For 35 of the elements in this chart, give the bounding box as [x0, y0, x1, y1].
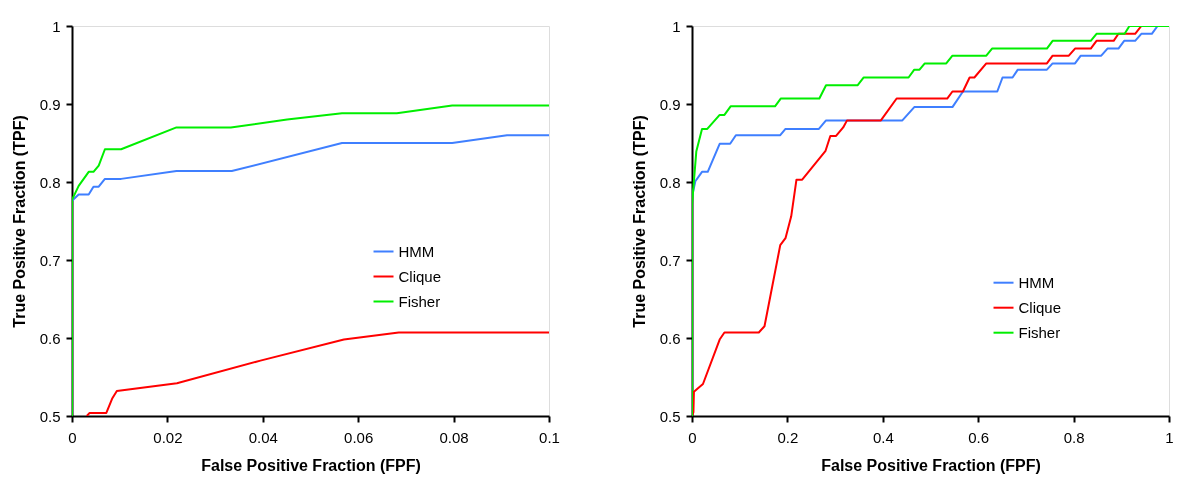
x-tick-label: 1	[1165, 428, 1174, 446]
x-tick-label: 0.06	[344, 428, 374, 446]
y-tick-label: 1	[52, 17, 61, 35]
y-tick-label: 0.6	[39, 329, 61, 347]
y-tick-label: 0.7	[659, 251, 681, 269]
legend-label: Fisher	[398, 292, 441, 310]
line-series	[85, 331, 549, 416]
y-tick-label: 0.9	[659, 95, 681, 113]
y-tick-label: 0.7	[39, 251, 61, 269]
y-tick-label: 0.8	[659, 173, 681, 191]
legend-label: Clique	[1018, 298, 1062, 316]
x-tick-label: 0.8	[1063, 428, 1085, 446]
y-tick-label: 0.5	[659, 407, 681, 425]
legend-label: Clique	[398, 267, 442, 285]
y-tick-label: 0.6	[659, 329, 681, 347]
y-tick-label: 0.8	[39, 173, 61, 191]
y-axis-title: True Positive Fraction (TPF)	[10, 115, 28, 328]
x-axis-title: False Positive Fraction (FPF)	[201, 456, 421, 474]
x-axis-title: False Positive Fraction (FPF)	[821, 456, 1041, 474]
legend-label: HMM	[1018, 273, 1055, 291]
x-tick-label: 0.02	[153, 428, 183, 446]
x-tick-label: 0.1	[539, 428, 560, 446]
legend-label: Fisher	[1018, 323, 1061, 341]
legend-label: HMM	[398, 242, 435, 260]
y-tick-label: 0.9	[39, 95, 61, 113]
y-axis-title: True Positive Fraction (TPF)	[630, 115, 648, 328]
y-tick-label: 1	[672, 17, 681, 35]
x-tick-label: 0.6	[968, 428, 990, 446]
x-tick-label: 0.04	[248, 428, 278, 446]
x-tick-label: 0	[688, 428, 697, 446]
x-tick-label: 0.08	[439, 428, 469, 446]
x-tick-label: 0.2	[777, 428, 799, 446]
y-tick-label: 0.5	[39, 407, 61, 425]
x-tick-label: 0	[68, 428, 77, 446]
x-tick-label: 0.4	[872, 428, 894, 446]
